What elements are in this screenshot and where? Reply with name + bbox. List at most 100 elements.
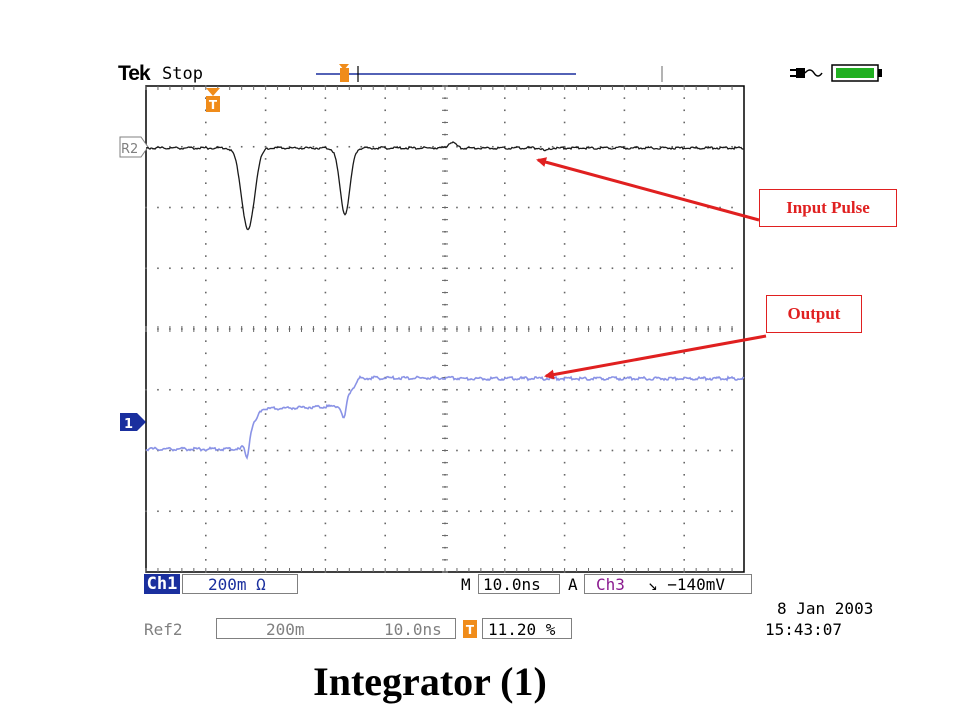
grid-dot <box>563 474 566 476</box>
grid-dot <box>456 267 458 270</box>
grid-dot <box>324 316 327 318</box>
grid-dot <box>623 461 626 464</box>
grid-dot <box>504 486 506 488</box>
grid-dot <box>599 449 602 452</box>
ref2-marker-label: R2 <box>121 142 138 157</box>
grid-dot <box>324 194 327 197</box>
grid-dot <box>659 449 662 452</box>
grid-dot <box>336 388 339 391</box>
grid-dot <box>228 206 231 209</box>
grid-dot <box>432 449 434 452</box>
grid-dot <box>264 316 267 318</box>
grid-dot <box>205 413 207 415</box>
grid-dot <box>504 522 506 525</box>
grid-dot <box>432 510 434 513</box>
grid-dot <box>240 267 243 270</box>
grid-dot <box>468 145 470 148</box>
grid-dot <box>504 121 506 124</box>
grid-dot <box>683 510 685 513</box>
ch1-marker: 1 <box>120 413 146 432</box>
grid-dot <box>623 231 626 233</box>
grid-dot <box>623 498 626 500</box>
grid-dot <box>683 170 685 172</box>
grid-dot <box>683 559 685 561</box>
grid-dot <box>671 206 674 209</box>
grid-dot <box>324 413 327 415</box>
grid-dot <box>193 388 195 391</box>
grid-dot <box>396 510 398 513</box>
grid-dot <box>659 206 662 209</box>
grid-dot <box>384 291 386 294</box>
grid-dot <box>587 388 590 391</box>
grid-dot <box>563 303 566 306</box>
trigger-pos-icon: T <box>463 620 477 638</box>
grid-dot <box>563 340 566 342</box>
grid-dot <box>205 474 207 476</box>
grid-dot <box>384 231 386 233</box>
trigger-source: Ch3 <box>596 575 625 594</box>
grid-dot <box>264 133 267 136</box>
grid-dot <box>504 546 506 549</box>
grid-dot <box>384 461 386 464</box>
grid-dot <box>324 267 327 270</box>
grid-dot <box>683 413 685 415</box>
grid-dot <box>683 231 685 233</box>
svg-text:T: T <box>466 623 475 637</box>
grid-dot <box>683 486 685 488</box>
date-readout: 8 Jan 2003 <box>777 599 874 618</box>
grid-dot <box>683 401 685 403</box>
grid-dot <box>599 206 602 209</box>
grid-dot <box>731 510 733 513</box>
grid-dot <box>360 267 363 270</box>
tek-logo: Tek <box>118 62 151 85</box>
grid-dot <box>695 206 697 209</box>
grid-dot <box>205 291 207 294</box>
grid-dot <box>683 109 685 112</box>
grid-dot <box>205 316 207 318</box>
grid-dot <box>276 388 279 391</box>
grid-dot <box>228 388 231 391</box>
grid-dot <box>492 388 494 391</box>
grid-dot <box>695 145 697 148</box>
grid-dot <box>504 206 506 209</box>
grid-dot <box>563 267 566 270</box>
grid-dot <box>324 218 327 221</box>
grid-dot <box>312 388 315 391</box>
grid-dot <box>504 109 506 112</box>
grid-dot <box>623 546 626 549</box>
grid-dot <box>515 388 518 391</box>
grid-dot <box>264 170 267 172</box>
grid-dot <box>504 243 506 245</box>
grid-dot <box>324 340 327 342</box>
grid-dot <box>432 267 434 270</box>
grid-dot <box>336 510 339 513</box>
grid-dot <box>396 267 398 270</box>
ref2-marker: R2 <box>119 136 149 158</box>
grid-dot <box>527 206 530 209</box>
grid-dot <box>324 121 327 124</box>
grid-dot <box>683 316 685 318</box>
grid-dot <box>205 243 207 245</box>
grid-dot <box>264 121 267 124</box>
grid-dot <box>288 267 291 270</box>
grid-dot <box>408 449 410 452</box>
grid-dot <box>683 437 685 440</box>
grid-dot <box>348 388 351 391</box>
grid-dot <box>181 388 183 391</box>
grid-dot <box>384 559 386 561</box>
grid-dot <box>719 510 721 513</box>
grid-dot <box>324 182 327 184</box>
grid-dot <box>504 182 506 184</box>
grid-dot <box>659 145 662 148</box>
grid-dot <box>336 449 339 452</box>
grid-dot <box>539 449 542 452</box>
grid-dot <box>408 388 410 391</box>
grid-dot <box>563 401 566 403</box>
grid-dot <box>336 206 339 209</box>
grid-dot <box>300 449 303 452</box>
grid-dot <box>695 510 697 513</box>
grid-dot <box>527 267 530 270</box>
grid-dot <box>635 388 638 391</box>
grid-dot <box>288 388 291 391</box>
